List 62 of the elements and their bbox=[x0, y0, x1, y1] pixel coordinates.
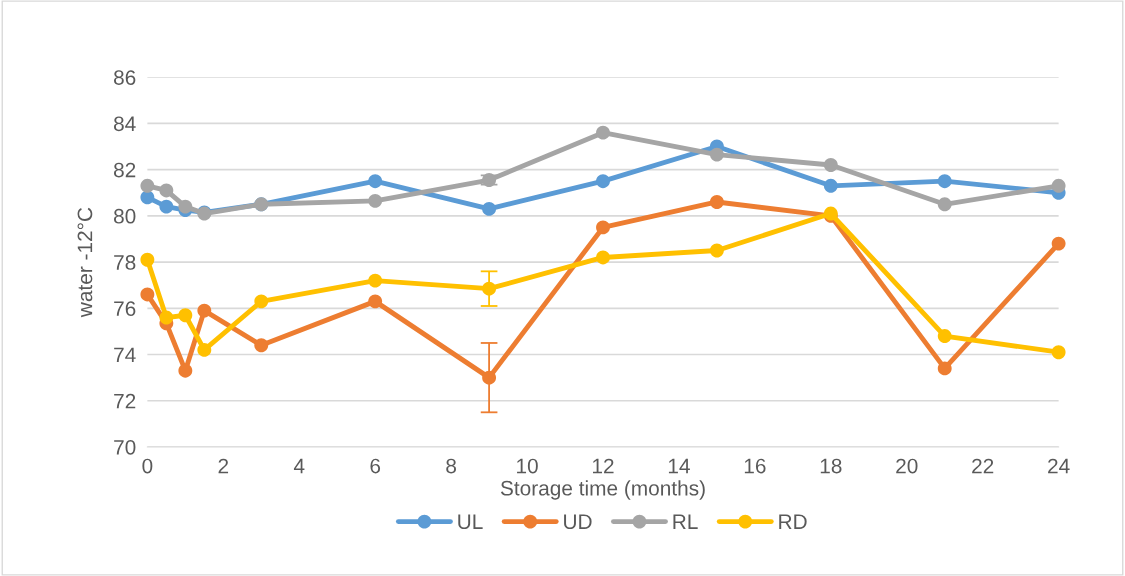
point bbox=[1051, 345, 1066, 360]
point bbox=[140, 252, 155, 267]
point bbox=[709, 243, 724, 258]
point bbox=[1051, 178, 1066, 193]
point bbox=[140, 287, 155, 302]
x-tick-label: 14 bbox=[668, 458, 690, 474]
x-tick-label: 6 bbox=[370, 458, 381, 474]
y-tick-label: 84 bbox=[114, 116, 136, 132]
x-tick-label: 16 bbox=[744, 458, 766, 474]
x-tick-label: 20 bbox=[896, 458, 918, 474]
point bbox=[937, 329, 952, 343]
x-tick-label: 22 bbox=[972, 458, 994, 474]
y-tick-label: 70 bbox=[114, 439, 136, 455]
y-tick-label: 78 bbox=[114, 255, 136, 270]
y-tick-label: 72 bbox=[114, 393, 136, 409]
x-tick-label: 8 bbox=[446, 458, 457, 474]
point bbox=[159, 199, 174, 214]
x-tick-label: 12 bbox=[593, 458, 614, 474]
y-tick-label: 76 bbox=[114, 301, 136, 317]
point bbox=[159, 310, 174, 325]
legend-label: RL bbox=[673, 514, 698, 529]
point bbox=[368, 273, 383, 288]
point bbox=[596, 174, 610, 189]
point bbox=[1051, 236, 1066, 251]
point bbox=[140, 178, 155, 193]
y-tick-label: 80 bbox=[114, 208, 136, 224]
point bbox=[197, 342, 212, 357]
point bbox=[709, 147, 724, 162]
point bbox=[178, 363, 193, 378]
point bbox=[596, 125, 610, 140]
x-tick-label: 18 bbox=[820, 458, 842, 474]
point bbox=[937, 361, 952, 376]
point bbox=[596, 220, 610, 235]
point bbox=[709, 195, 724, 209]
point bbox=[368, 174, 383, 189]
point bbox=[178, 308, 193, 323]
x-tick-label: 24 bbox=[1048, 458, 1070, 474]
point bbox=[482, 201, 497, 216]
x-tick-label: 4 bbox=[293, 458, 305, 474]
x-tick-label: 0 bbox=[142, 458, 153, 474]
point bbox=[823, 158, 838, 172]
point bbox=[368, 193, 383, 208]
y-tick-label: 82 bbox=[114, 162, 136, 178]
point bbox=[596, 250, 610, 265]
point bbox=[254, 338, 269, 353]
point bbox=[823, 178, 838, 193]
point bbox=[368, 294, 383, 309]
legend-label: UL bbox=[458, 514, 483, 530]
y-tick-label: 86 bbox=[114, 70, 136, 85]
legend-label: UD bbox=[564, 514, 592, 530]
x-tick-label: 2 bbox=[218, 458, 229, 474]
point bbox=[159, 183, 174, 198]
x-tick-label: 10 bbox=[517, 458, 538, 474]
x-axis-title: Storage time (months) bbox=[500, 480, 705, 500]
legend-label: RD bbox=[779, 514, 807, 529]
point bbox=[197, 303, 212, 318]
point bbox=[178, 199, 193, 214]
point bbox=[937, 197, 952, 212]
point bbox=[937, 174, 952, 189]
y-tick-label: 74 bbox=[114, 347, 136, 363]
point bbox=[254, 294, 269, 309]
y-axis-title: water -12°C bbox=[77, 207, 93, 318]
